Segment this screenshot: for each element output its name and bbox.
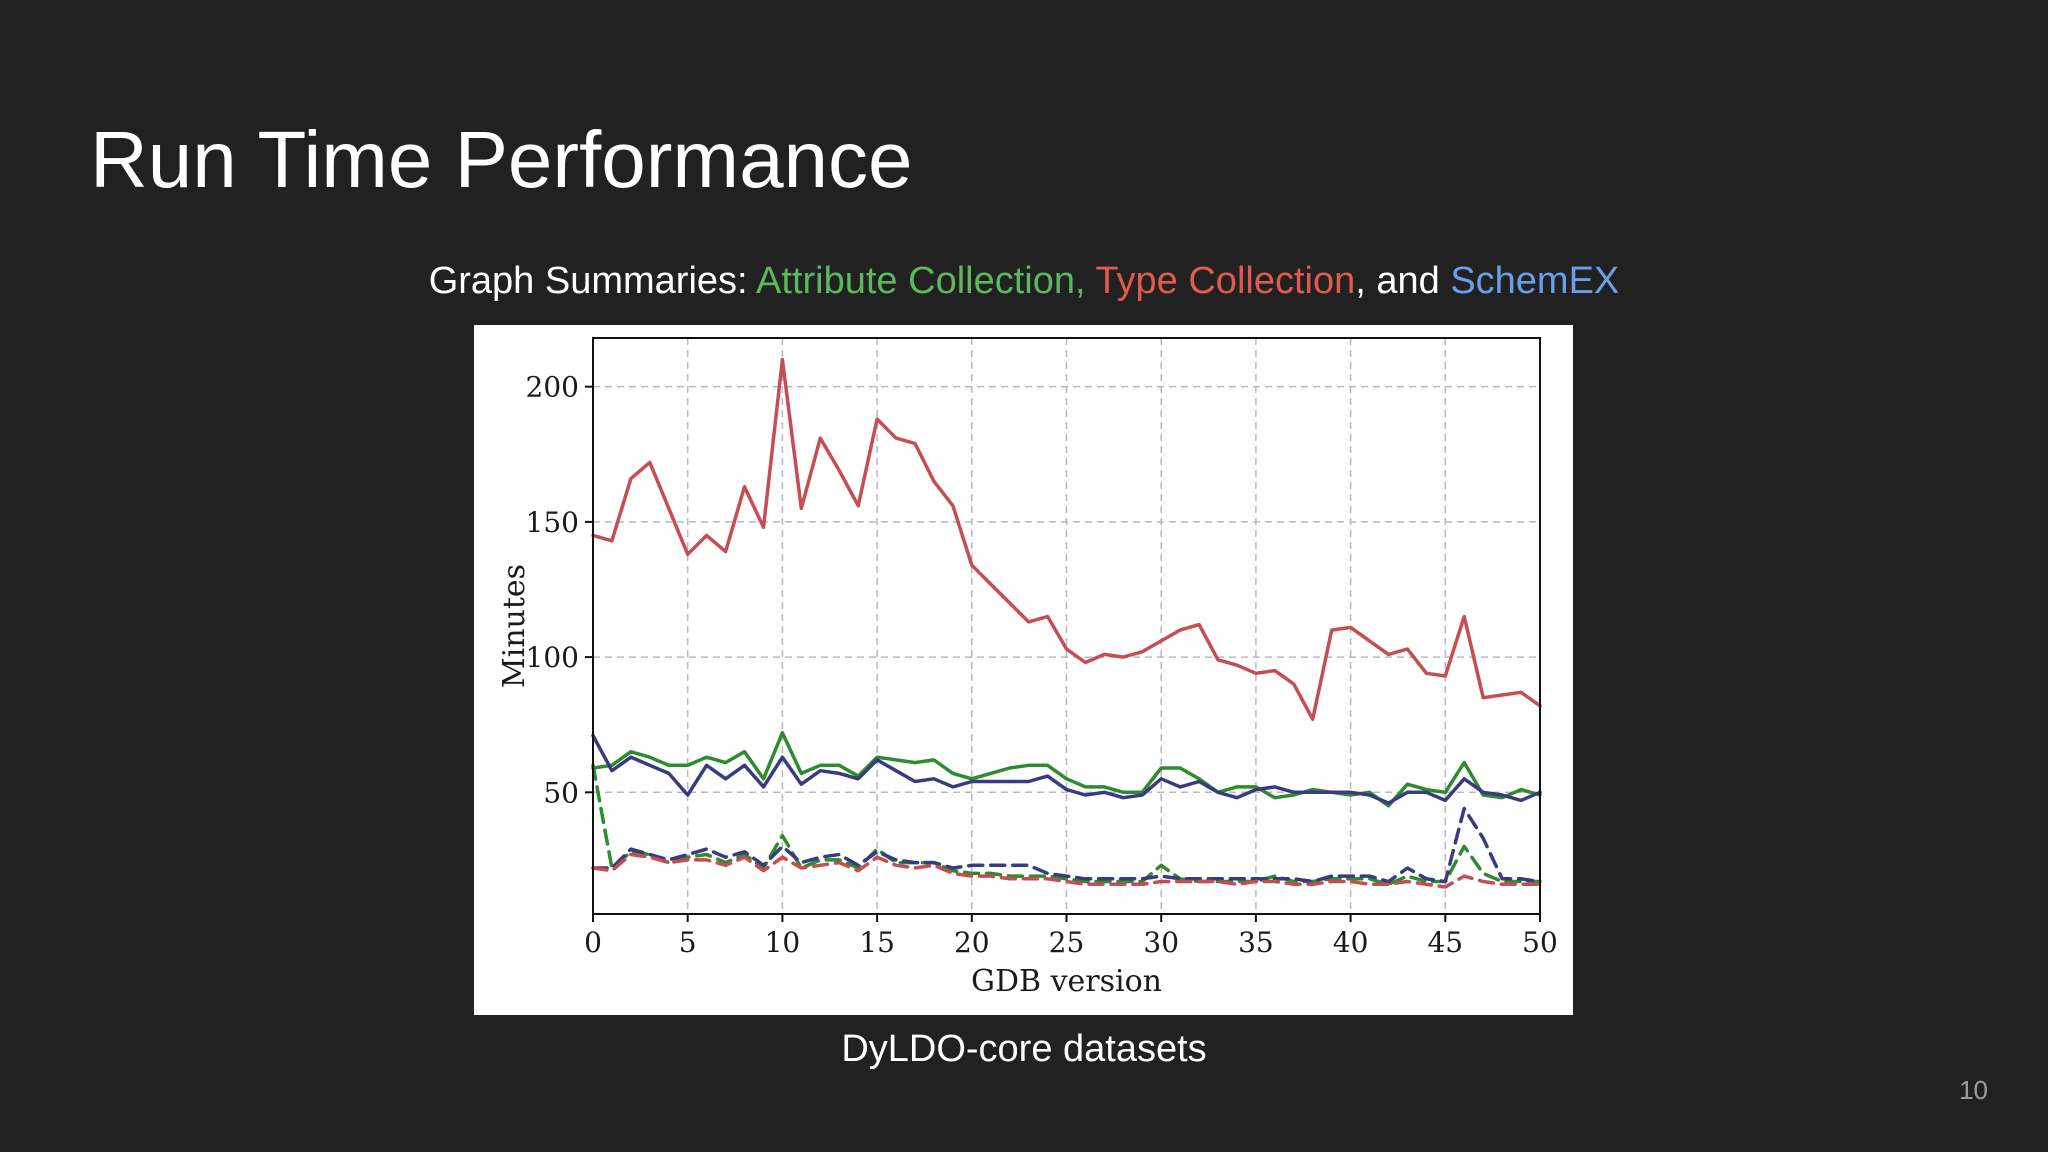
series-line-type_solid <box>591 357 1542 722</box>
x-tick-label-5: 5 <box>679 926 697 959</box>
y-axis-label: Minutes <box>497 564 532 688</box>
axis-ticks: 0 5 10 15 20 25 30 35 40 45 50 50 100 150 200 <box>526 371 1558 959</box>
x-tick-label-30: 30 <box>1143 926 1179 959</box>
slide-title: Run Time Performance <box>90 115 913 204</box>
run-time-chart: 0 5 10 15 20 25 30 35 40 45 50 50 100 150 200 GDB vers… <box>497 337 1558 999</box>
x-tick-label-35: 35 <box>1238 926 1274 959</box>
x-tick-label-15: 15 <box>859 926 895 959</box>
x-tick-label-50: 50 <box>1522 926 1558 959</box>
subtitle-sep2: , and <box>1355 260 1451 302</box>
subtitle-schemex: SchemEX <box>1450 260 1620 302</box>
x-tick-label-45: 45 <box>1427 926 1463 959</box>
grid <box>593 338 1540 914</box>
y-tick-label-150: 150 <box>526 506 579 539</box>
page-number: 10 <box>1959 1075 1988 1105</box>
chart-subtitle: Graph Summaries: Attribute Collection, T… <box>0 260 2048 303</box>
subtitle-sep1 <box>1086 260 1096 302</box>
series-line-attr_dashed <box>591 763 1542 887</box>
y-tick-label-100: 100 <box>526 641 579 674</box>
series-line-schemex_dashed <box>591 806 1542 884</box>
series-line-schemex_solid <box>591 733 1542 805</box>
series-lines <box>591 357 1542 889</box>
x-tick-label-10: 10 <box>765 926 801 959</box>
x-axis-label: GDB version <box>971 964 1162 999</box>
x-tick-label-0: 0 <box>584 926 602 959</box>
subtitle-prefix: Graph Summaries: <box>428 260 757 302</box>
series-line-type_dashed <box>591 852 1542 889</box>
chart-panel: 0 5 10 15 20 25 30 35 40 45 50 50 100 150 200 GDB vers… <box>474 325 1573 1015</box>
x-tick-label-20: 20 <box>954 926 990 959</box>
chart-caption: DyLDO-core datasets <box>841 1028 1207 1070</box>
subtitle-attribute-collection: Attribute Collection, <box>756 260 1086 302</box>
y-tick-label-50: 50 <box>543 776 579 809</box>
y-tick-label-200: 200 <box>526 371 579 404</box>
x-tick-label-40: 40 <box>1333 926 1369 959</box>
subtitle-type-collection: Type Collection <box>1095 260 1356 302</box>
x-tick-label-25: 25 <box>1049 926 1085 959</box>
